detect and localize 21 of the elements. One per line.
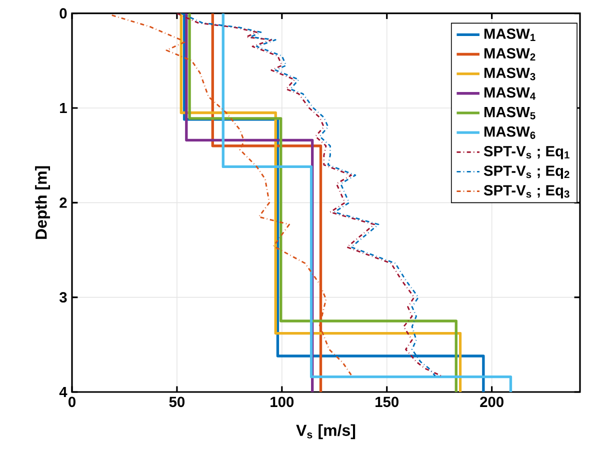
x-tick-label: 0 [68,396,76,408]
x-axis-title: V$_{s}$ [m/s] [296,424,356,440]
y-axis-title: Depth [m] [35,166,50,239]
legend-label: MASW$_{2}$ [484,48,536,61]
legend-label: SPT-V$_{s}$ ; Eq$_{2}$ [484,166,570,179]
legend-label: SPT-V$_{s}$ ; Eq$_{3}$ [484,185,570,198]
x-tick-label: 100 [270,396,294,408]
legend-label: MASW$_{4}$ [484,87,536,100]
x-tick-label: 50 [169,396,185,408]
legend-label: MASW$_{3}$ [484,68,536,80]
legend-label: MASW$_{6}$ [484,126,536,139]
x-tick-label: 150 [376,396,398,408]
y-tick-label: 4 [59,386,68,398]
legend-label: SPT-V$_{s}$ ; Eq$_{1}$ [484,146,570,160]
y-tick-label: 0 [60,8,67,19]
legend-label: MASW$_{5}$ [484,106,536,120]
legend-label: MASW$_{1}$ [484,28,536,41]
y-tick-label: 2 [60,198,67,208]
y-tick-label: 3 [59,292,67,303]
x-tick-label: 200 [480,396,504,408]
y-tick-label: 1 [60,102,67,114]
